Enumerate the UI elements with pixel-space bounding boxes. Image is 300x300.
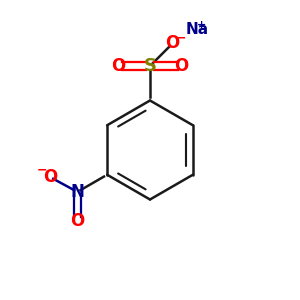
Text: O: O	[43, 168, 57, 186]
Text: Na: Na	[186, 22, 209, 38]
Text: S: S	[143, 57, 157, 75]
Text: O: O	[111, 57, 126, 75]
Text: −: −	[176, 32, 186, 45]
Text: O: O	[174, 57, 189, 75]
Text: O: O	[70, 212, 84, 230]
Text: +: +	[196, 20, 206, 31]
Text: −: −	[37, 164, 47, 177]
Text: O: O	[165, 34, 180, 52]
Text: N: N	[70, 183, 84, 201]
